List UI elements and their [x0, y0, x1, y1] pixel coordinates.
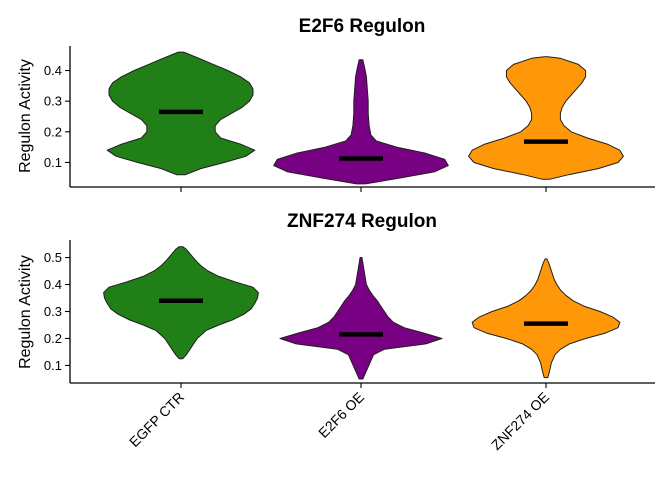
violin-znf274-oe	[468, 56, 624, 180]
panel-znf274: ZNF274 Regulon Regulon Activity 0.10.20.…	[17, 211, 655, 453]
y-tick-label: 0.5	[44, 250, 62, 265]
y-tick-label: 0.3	[44, 304, 62, 319]
medians-layer	[159, 298, 568, 337]
violins-layer	[106, 51, 624, 185]
y-tick-label: 0.3	[44, 94, 62, 109]
panel-title: E2F6 Regulon	[299, 16, 426, 37]
x-tick-label: E2F6 OE	[315, 389, 367, 441]
x-ticks: EGFP CTR E2F6 OE ZNF274 OE	[126, 383, 552, 453]
plot-area: 0.1 0.2 0.3 0.4 0.5 EGFP CTR E2F6 OE ZNF274 OE	[44, 240, 655, 453]
y-tick-label: 0.1	[44, 358, 62, 373]
y-tick-label: 0.1	[44, 155, 62, 170]
y-tick-label: 0.4	[44, 63, 62, 78]
x-ticks	[180, 187, 547, 192]
plot-area: 0.1 0.2 0.3 0.4	[44, 46, 655, 192]
y-tick-label: 0.2	[44, 331, 62, 346]
y-tick-label: 0.2	[44, 124, 62, 139]
y-axis-label: Regulon Activity	[17, 255, 34, 369]
medians-layer	[159, 109, 568, 161]
violins-layer	[103, 246, 621, 380]
panel-title: ZNF274 Regulon	[287, 211, 437, 232]
y-axis-label: Regulon Activity	[17, 59, 34, 173]
x-tick-label: EGFP CTR	[126, 389, 187, 450]
y-ticks: 0.1 0.2 0.3 0.4 0.5	[44, 250, 70, 373]
violin-e2f6-oe	[273, 59, 449, 185]
violin-e2f6-oe	[279, 257, 443, 380]
violin-znf274-oe	[471, 258, 621, 379]
panel-e2f6: E2F6 Regulon Regulon Activity 0.10.20.30…	[17, 16, 655, 192]
y-ticks: 0.1 0.2 0.3 0.4	[44, 63, 70, 170]
y-tick-label: 0.4	[44, 277, 62, 292]
axes-layer	[69, 46, 655, 188]
x-tick-label: ZNF274 OE	[488, 389, 552, 453]
